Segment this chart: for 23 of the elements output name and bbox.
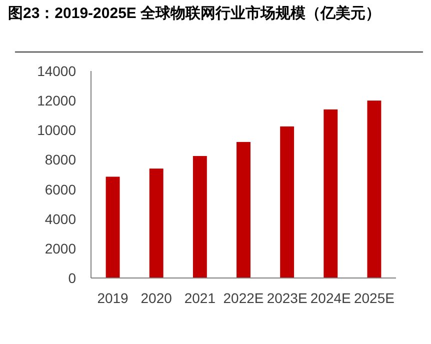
bar [367,100,382,278]
x-tick-label: 2024E [310,290,351,306]
x-tick-label: 2022E [223,290,264,306]
y-tick-label: 12000 [37,92,76,109]
bar [192,156,207,278]
title: 图23：2019-2025E 全球物联网行业市场规模（亿美元） [8,4,382,24]
y-tick-label: 2000 [44,240,76,256]
bar [149,168,164,278]
x-tick-label: 2019 [97,290,129,306]
x-tick-label: 2023E [266,290,308,306]
y-tick-label: 8000 [44,152,76,168]
y-tick-label: 10000 [37,122,76,138]
y-tick-label: 0 [68,270,76,286]
y-tick-label: 14000 [37,63,76,79]
x-tick-label: 2025E [354,290,394,306]
y-tick-label: 4000 [44,210,76,227]
y-tick-label: 6000 [44,181,76,198]
x-tick-label: 2021 [184,290,216,306]
bar [236,142,250,278]
bar [280,126,294,278]
bar [324,109,338,278]
x-tick-label: 2020 [140,290,172,306]
bar [106,176,120,278]
